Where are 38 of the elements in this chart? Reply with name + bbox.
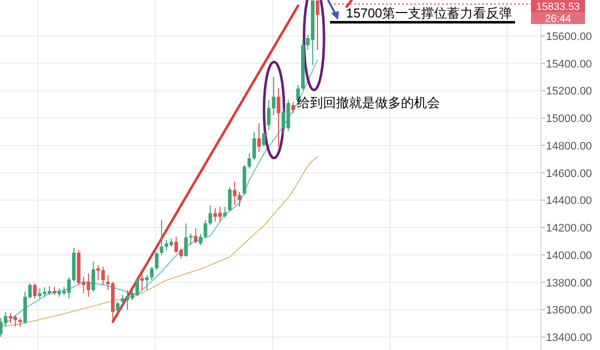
- y-tick-label: 14200.00: [546, 222, 592, 235]
- candlestick: [228, 186, 232, 212]
- candlestick: [291, 101, 295, 114]
- candlestick: [208, 204, 212, 226]
- y-tick-label: 14800.00: [546, 140, 592, 152]
- candlestick: [33, 282, 37, 299]
- candlestick: [116, 301, 120, 314]
- candlestick: [262, 131, 266, 148]
- y-tick-label: 14600.00: [546, 168, 592, 180]
- y-tick-label: 14000.00: [546, 250, 592, 262]
- y-tick-label: 15200.00: [546, 86, 592, 98]
- y-tick-label: 14400.00: [546, 195, 592, 208]
- candlestick: [316, 0, 320, 50]
- y-tick-label: 13800.00: [546, 277, 592, 290]
- candlestick: [140, 274, 144, 291]
- candlestick: [194, 228, 198, 244]
- candlestick: [204, 220, 208, 239]
- candlestick: [257, 122, 261, 152]
- candlestick: [184, 222, 188, 258]
- ref-line-label: 15700第一支撑位蓄力看反弹: [346, 5, 512, 20]
- candlestick: [145, 274, 149, 291]
- candlestick: [252, 131, 256, 161]
- y-tick-label: 13600.00: [546, 304, 592, 317]
- candlestick: [189, 232, 193, 246]
- y-tick-label: 15600.00: [546, 30, 592, 43]
- annotation: 给到回撤就是做多的机会: [297, 95, 440, 110]
- y-tick-label: 15000.00: [546, 113, 592, 126]
- candlestick: [150, 266, 154, 281]
- candlestick: [92, 261, 96, 292]
- ref-line-label: 15833.53: [536, 1, 580, 13]
- y-tick-label: 15400.00: [546, 58, 592, 70]
- candlestick: [248, 152, 252, 169]
- candlestick: [198, 233, 202, 246]
- text: 26:44: [544, 13, 572, 25]
- candlestick: [154, 251, 158, 271]
- y-tick-label: 13400.00: [546, 332, 592, 344]
- candlestick: [160, 220, 164, 256]
- candlestick: [276, 87, 280, 148]
